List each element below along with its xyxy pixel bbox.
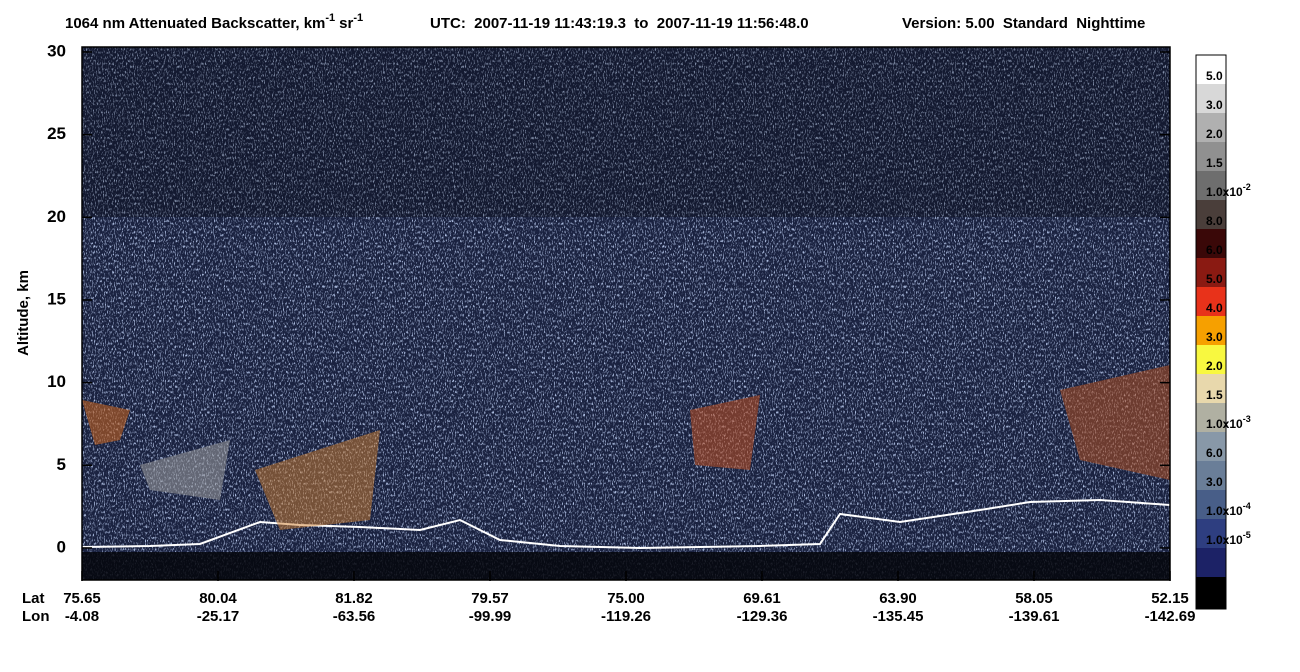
x-tick-lon: -63.56	[333, 608, 376, 625]
colorbar-swatch	[1196, 258, 1226, 287]
colorbar-label: 4.0	[1206, 301, 1223, 315]
colorbar-label: 2.0	[1206, 359, 1223, 373]
x-tick-lon: -25.17	[197, 608, 240, 625]
colorbar-label-text: 4.0	[1206, 301, 1223, 315]
colorbar-label-exponent: -4	[1243, 501, 1251, 511]
chart-title: 1064 nm Attenuated Backscatter, km-1 sr-1	[65, 12, 363, 32]
x-tick-lat: 79.57	[471, 590, 509, 607]
title-exponent: -1	[325, 12, 335, 24]
colorbar-label: 1.0x10-4	[1206, 501, 1251, 518]
colorbar-label-text: 5.0	[1206, 272, 1223, 286]
x-tick-lon: -135.45	[873, 608, 924, 625]
colorbar-label: 2.0	[1206, 127, 1223, 141]
colorbar-label: 1.5	[1206, 156, 1223, 170]
colorbar-swatch	[1196, 84, 1226, 113]
colorbar-label-text: 6.0	[1206, 243, 1223, 257]
y-tick-label: 15	[47, 289, 66, 308]
colorbar-swatch	[1196, 432, 1226, 461]
colorbar-swatch	[1196, 287, 1226, 316]
x-row-label: Lat	[22, 590, 45, 607]
colorbar-label: 6.0	[1206, 243, 1223, 257]
colorbar-label: 1.5	[1206, 388, 1223, 402]
colorbar-label-exponent: -5	[1243, 530, 1251, 540]
colorbar-frame	[1195, 54, 1227, 610]
x-tick-lon: -4.08	[65, 608, 99, 625]
curtain-image	[82, 47, 1170, 580]
x-tick-lon: -142.69	[1145, 608, 1196, 625]
x-tick-lat: 80.04	[199, 590, 237, 607]
colorbar-swatch	[1196, 142, 1226, 171]
colorbar-swatch	[1196, 461, 1226, 490]
title-unit: sr	[339, 15, 353, 32]
colorbar-swatch	[1196, 200, 1226, 229]
colorbar-label-text: 8.0	[1206, 214, 1223, 228]
colorbar-label-text: 1.0x10	[1206, 185, 1243, 199]
x-tick-lat: 81.82	[335, 590, 373, 607]
colorbar-label: 1.0x10-3	[1206, 414, 1251, 431]
x-tick-lat: 75.00	[607, 590, 645, 607]
y-tick-label: 30	[47, 41, 66, 60]
colorbar-label: 1.0x10-5	[1206, 530, 1251, 547]
y-tick-label: 20	[47, 207, 66, 226]
x-tick-lon: -129.36	[737, 608, 788, 625]
x-tick-lon: -119.26	[601, 608, 651, 625]
colorbar-label-text: 1.0x10	[1206, 504, 1243, 518]
colorbar-label: 6.0	[1206, 446, 1223, 460]
x-tick-lat: 63.90	[879, 590, 917, 607]
x-tick-lat: 52.15	[1151, 590, 1189, 607]
colorbar-label-text: 2.0	[1206, 359, 1223, 373]
version: Version: 5.00 Standard Nighttime	[902, 15, 1145, 32]
x-row-label: Lon	[22, 608, 50, 625]
colorbar-swatch	[1196, 171, 1226, 200]
colorbar-label-text: 3.0	[1206, 475, 1223, 489]
colorbar-swatch	[1196, 490, 1226, 519]
colorbar-swatch	[1196, 519, 1226, 548]
colorbar-swatch	[1196, 316, 1226, 345]
colorbar-label-text: 5.0	[1206, 69, 1223, 83]
colorbar-label-text: 3.0	[1206, 330, 1223, 344]
colorbar-label: 3.0	[1206, 475, 1223, 489]
utc-range: UTC: 2007-11-19 11:43:19.3 to 2007-11-19…	[430, 15, 809, 32]
colorbar-label-text: 6.0	[1206, 446, 1223, 460]
y-axis-label: Altitude, km	[15, 270, 32, 356]
colorbar-label-text: 1.0x10	[1206, 417, 1243, 431]
colorbar-swatch	[1196, 577, 1226, 609]
x-tick-lat: 69.61	[743, 590, 781, 607]
colorbar-label-text: 1.0x10	[1206, 533, 1243, 547]
colorbar-label-text: 1.5	[1206, 156, 1223, 170]
y-tick-label: 10	[47, 372, 66, 391]
colorbar-swatch	[1196, 55, 1226, 84]
colorbar-label: 5.0	[1206, 272, 1223, 286]
colorbar-label: 8.0	[1206, 214, 1223, 228]
colorbar-label-exponent: -2	[1243, 182, 1251, 192]
colorbar-label-exponent: -3	[1243, 414, 1251, 424]
colorbar-label: 3.0	[1206, 330, 1223, 344]
x-tick-lon: -139.61	[1009, 608, 1060, 625]
x-tick-lat: 75.65	[63, 590, 101, 607]
x-tick-lon: -99.99	[469, 608, 512, 625]
colorbar-swatch	[1196, 403, 1226, 432]
colorbar-label-text: 2.0	[1206, 127, 1223, 141]
colorbar-label-text: 3.0	[1206, 98, 1223, 112]
colorbar-swatch	[1196, 374, 1226, 403]
colorbar-swatch	[1196, 548, 1226, 577]
title-exponent: -1	[353, 12, 363, 24]
y-tick-label: 0	[57, 537, 66, 556]
colorbar-swatch	[1196, 113, 1226, 142]
colorbar-label: 5.0	[1206, 69, 1223, 83]
title-text: 1064 nm Attenuated Backscatter, km	[65, 15, 325, 32]
x-tick-lat: 58.05	[1015, 590, 1053, 607]
y-tick-label: 5	[57, 455, 66, 474]
colorbar-label: 1.0x10-2	[1206, 182, 1251, 199]
colorbar-swatch	[1196, 345, 1226, 374]
colorbar-label: 3.0	[1206, 98, 1223, 112]
colorbar-label-text: 1.5	[1206, 388, 1223, 402]
colorbar-swatch	[1196, 229, 1226, 258]
y-tick-label: 25	[47, 124, 66, 143]
